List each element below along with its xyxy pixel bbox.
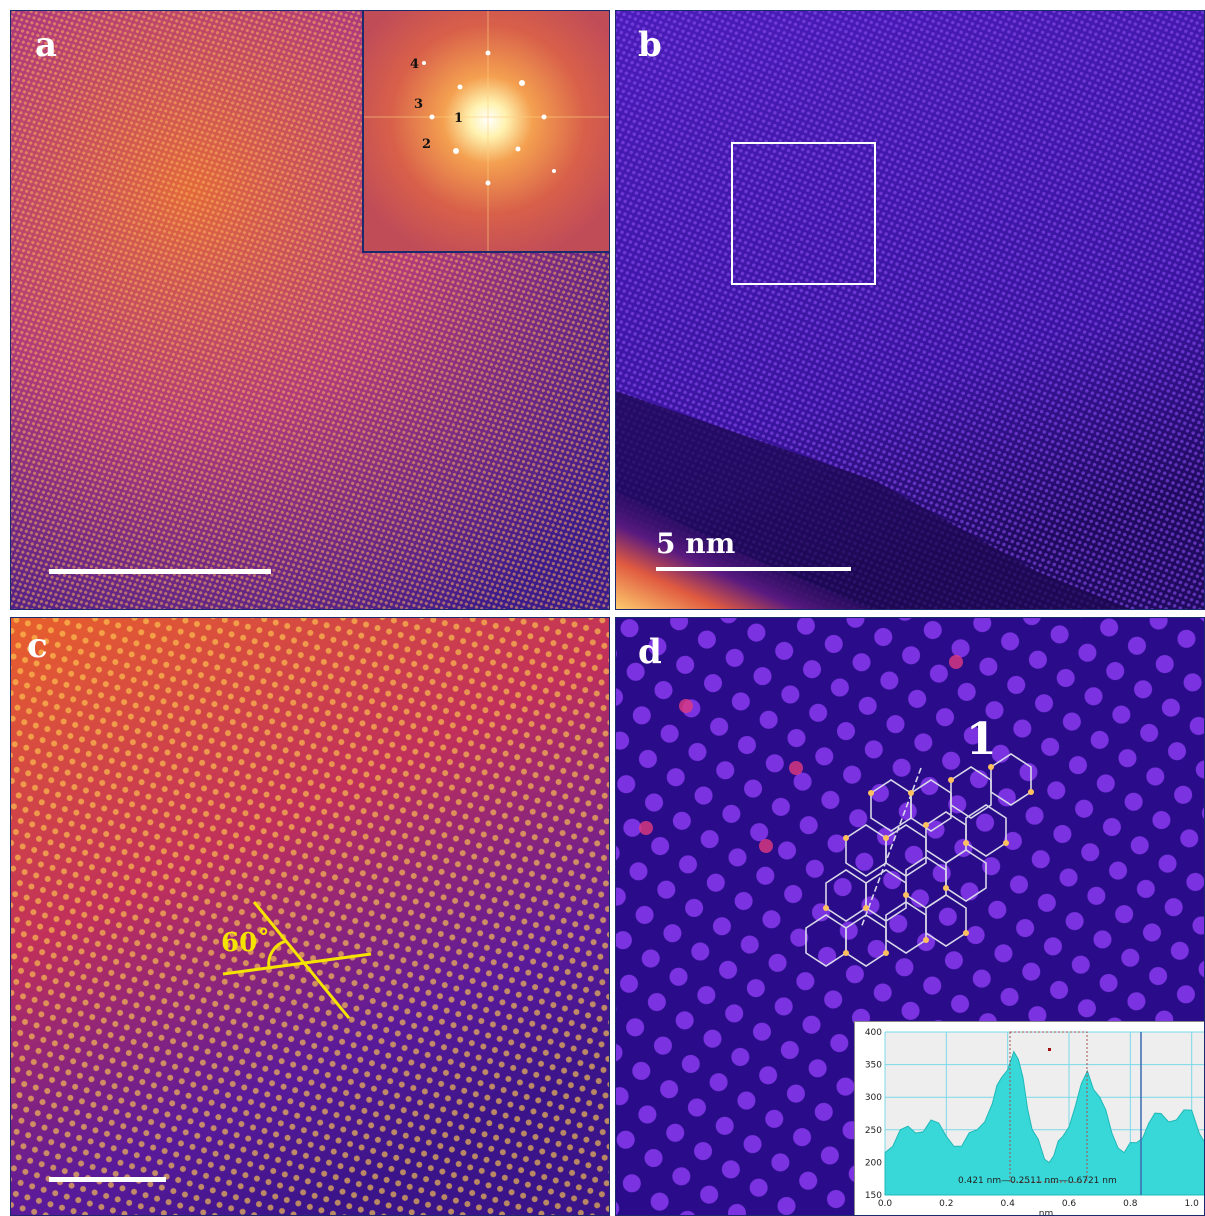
line-profile-plot: 0.421 nm—0.2511 nm—0.6721 nm 0.0 0.2 0.4 0.… bbox=[865, 1028, 1204, 1216]
fft-spot-label-3: 3 bbox=[414, 97, 424, 112]
y-tick-label: 250 bbox=[865, 1126, 882, 1136]
y-tick-label: 200 bbox=[865, 1158, 882, 1168]
y-tick-label: 300 bbox=[865, 1093, 882, 1103]
angle-marker bbox=[222, 901, 372, 1019]
fft-pattern bbox=[364, 11, 609, 251]
panel-d: d 1 0.421 nm—0.2511 nm—0.6721 nm 0.0 0.2 0… bbox=[615, 617, 1205, 1216]
scale-bar-c bbox=[49, 1177, 166, 1182]
x-tick-label: 1.0 bbox=[1185, 1199, 1200, 1209]
panel-b: b 5 nm bbox=[615, 10, 1205, 610]
fft-inset: 4 3 1 2 bbox=[362, 11, 609, 253]
scale-bar-b bbox=[656, 567, 851, 571]
fft-spot-label-4: 4 bbox=[410, 57, 420, 72]
measurement-annotation: 0.421 nm—0.2511 nm—0.6721 nm bbox=[958, 1176, 1117, 1186]
scale-bar-label: 5 nm bbox=[656, 527, 736, 560]
panel-label-d: d bbox=[638, 632, 662, 672]
line-profile-chart: 0.421 nm—0.2511 nm—0.6721 nm 0.0 0.2 0.4 0.… bbox=[854, 1021, 1204, 1216]
panel-label-a: a bbox=[35, 25, 58, 65]
x-axis-label: nm bbox=[1039, 1209, 1053, 1216]
angle-label: 60˚ bbox=[221, 928, 271, 958]
panel-label-b: b bbox=[638, 25, 662, 65]
x-tick-label: 0.6 bbox=[1062, 1199, 1077, 1209]
x-tick-label: 0.0 bbox=[878, 1199, 893, 1209]
y-tick-label: 400 bbox=[865, 1028, 882, 1038]
fft-spot-label-1: 1 bbox=[454, 111, 464, 126]
y-tick-label: 150 bbox=[865, 1191, 882, 1201]
x-tick-label: 0.8 bbox=[1123, 1199, 1138, 1209]
panel-label-c: c bbox=[27, 626, 48, 666]
x-tick-label: 0.2 bbox=[939, 1199, 953, 1209]
panel-c-micrograph bbox=[11, 618, 609, 1215]
scale-bar-a bbox=[49, 569, 271, 574]
panel-a: a bbox=[10, 10, 610, 610]
y-tick-label: 350 bbox=[865, 1061, 882, 1071]
cursor-marker bbox=[1048, 1048, 1051, 1051]
x-tick-label: 0.4 bbox=[1001, 1199, 1016, 1209]
measurement-box bbox=[1009, 1031, 1088, 1183]
fft-spot-label-2: 2 bbox=[422, 137, 432, 152]
panel-c: c 60˚ bbox=[10, 617, 610, 1216]
plot-tick-labels: 0.0 0.2 0.4 0.6 0.8 1.0 150 200 250 300 350 400 bbox=[865, 1028, 1199, 1209]
selection-box bbox=[731, 142, 876, 285]
panel-b-micrograph bbox=[616, 11, 1204, 609]
profile-area bbox=[884, 1050, 1204, 1196]
region-label: 1 bbox=[966, 714, 997, 765]
